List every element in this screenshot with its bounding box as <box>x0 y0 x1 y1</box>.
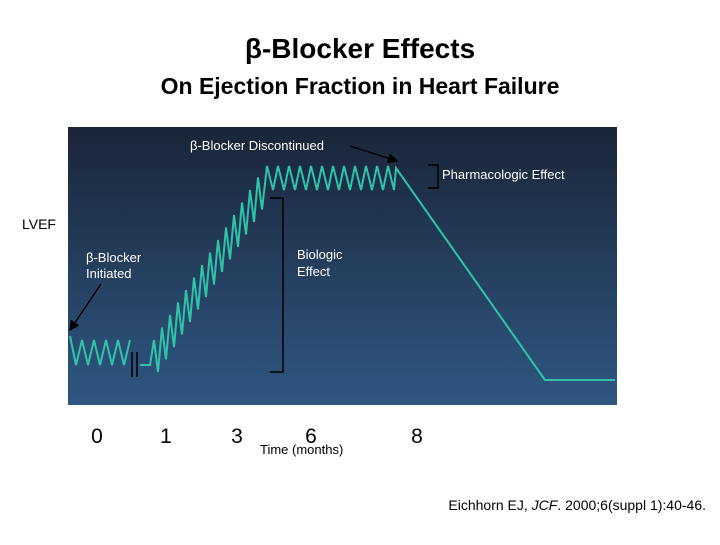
x-label: 8 <box>411 425 423 448</box>
ef-curve <box>69 165 615 381</box>
citation-authors: Eichhorn EJ, <box>448 497 531 513</box>
title: β-Blocker Effects <box>245 33 475 64</box>
x-label: 6 <box>305 425 317 448</box>
x-label: 3 <box>231 425 243 448</box>
subtitle: On Ejection Fraction in Heart Failure <box>161 73 560 99</box>
biologic-label: Biologic <box>297 247 343 262</box>
biologic-bracket <box>270 197 284 373</box>
y-axis-label: LVEF <box>22 216 56 232</box>
citation-journal: JCF <box>531 497 559 513</box>
discontinued-label: β-Blocker Discontinued <box>190 138 324 153</box>
arrow <box>349 145 399 164</box>
citation: Eichhorn EJ, JCF. 2000;6(suppl 1):40-46. <box>448 497 706 513</box>
x-label: 1 <box>160 425 172 448</box>
initiated-label: β-Blocker <box>86 250 142 265</box>
pharmacologic-bracket <box>428 164 439 189</box>
x-label: 0 <box>91 425 103 448</box>
x-axis-label: Time (months) <box>260 442 343 457</box>
citation-details: . 2000;6(suppl 1):40-46. <box>557 497 706 513</box>
biologic-label: Effect <box>297 264 330 279</box>
initiated-label: Initiated <box>86 266 132 281</box>
pharmacologic-label: Pharmacologic Effect <box>442 167 565 182</box>
arrow <box>69 283 102 332</box>
